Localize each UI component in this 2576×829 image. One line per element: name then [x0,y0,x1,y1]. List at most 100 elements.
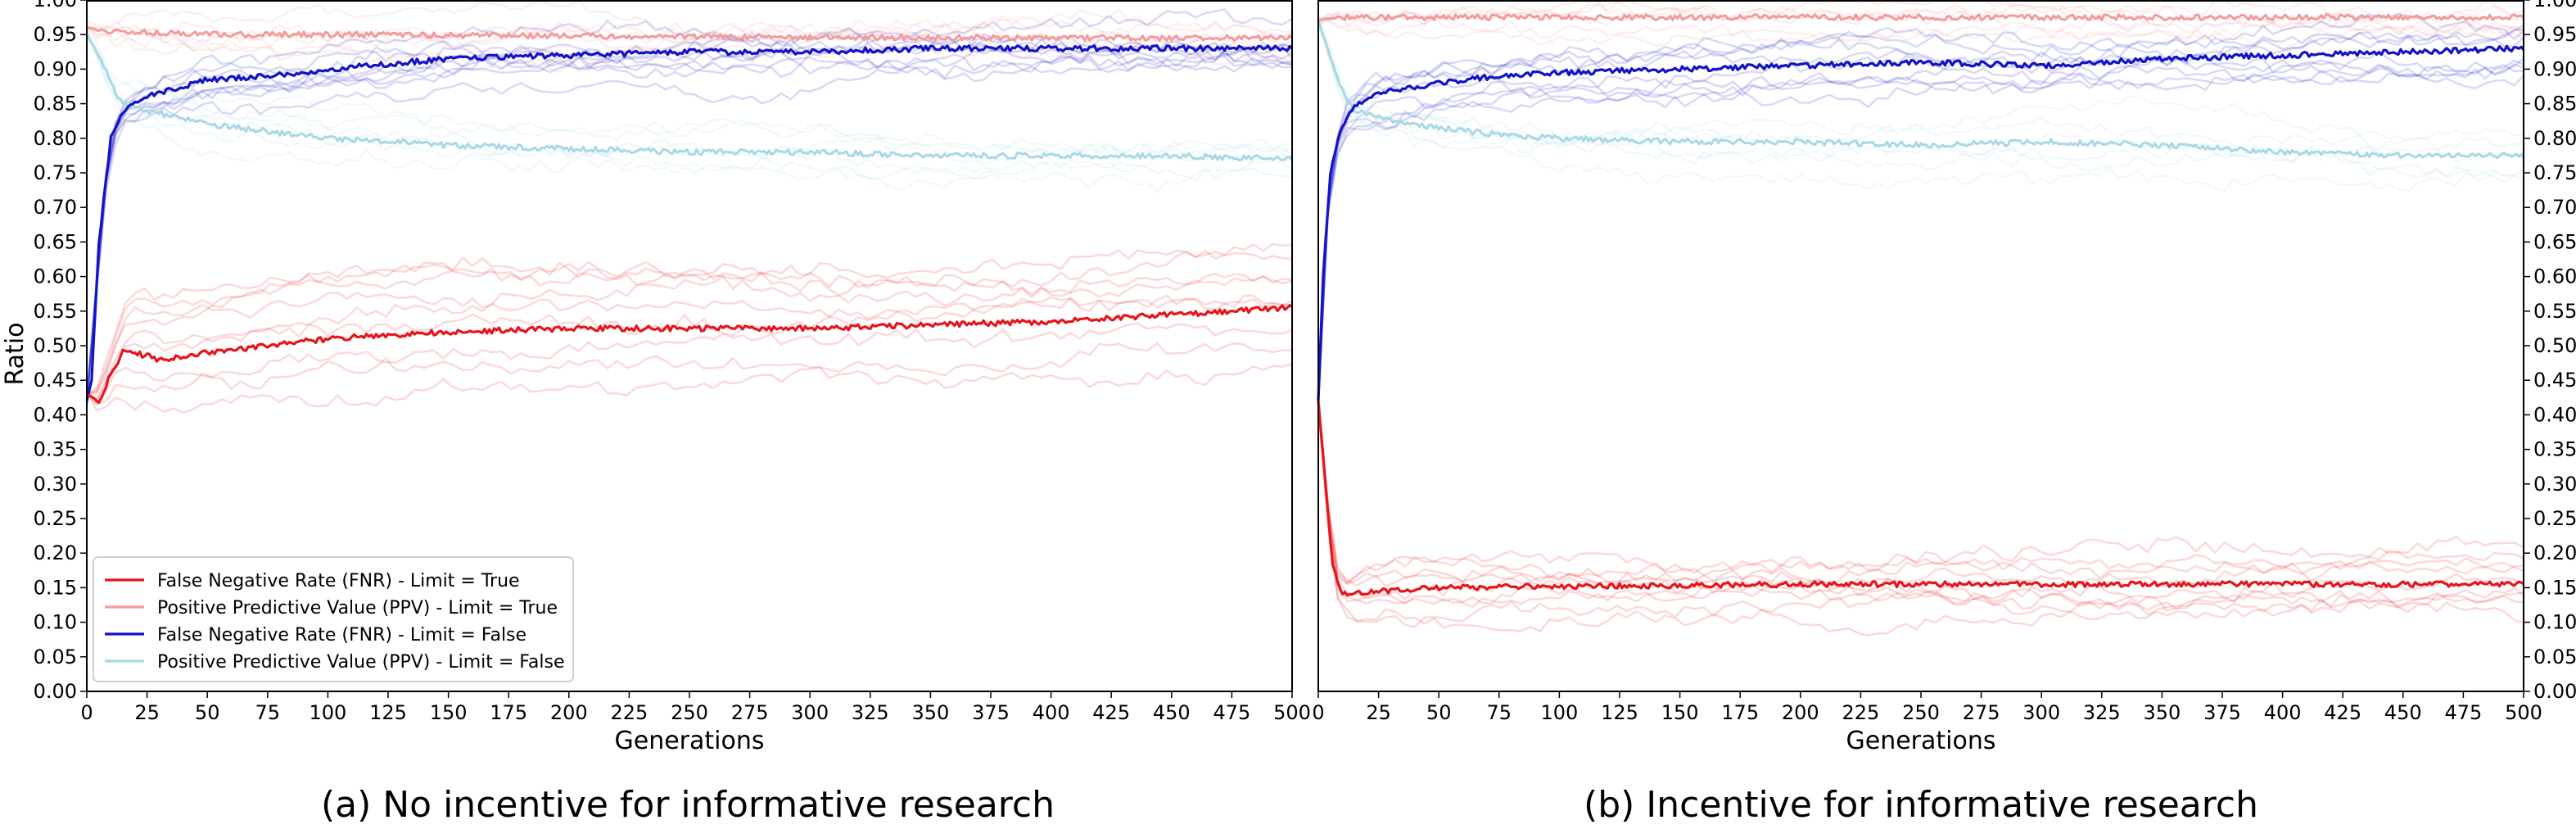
caption-a: (a) No incentive for informative researc… [321,784,1055,826]
legend-item-label: Positive Predictive Value (PPV) - Limit … [157,598,558,618]
replicate-run-line [1317,395,2524,612]
y-tick-label: 0.35 [2533,438,2576,461]
replicate-run-line [1317,53,2524,400]
replicate-run-line [1317,29,2524,402]
y-tick-label: 0.85 [2533,93,2576,116]
replicate-run-line [86,274,1293,396]
x-tick-label: 175 [490,701,527,724]
y-tick-label: 0.80 [34,127,77,150]
y-tick-label: 0.75 [2533,161,2576,184]
y-tick-label: 0.40 [34,403,77,426]
replicate-run-line [1317,57,2524,396]
y-tick-label: 0.65 [34,230,77,253]
replicate-run-line [1317,20,2524,152]
y-tick-label: 0.30 [34,473,77,496]
legend-item-label: False Negative Rate (FNR) - Limit = True [157,571,520,591]
x-tick-label: 50 [1426,701,1452,724]
replicate-run-line [86,37,1293,191]
y-tick-label: 0.95 [2533,23,2576,46]
x-tick-label: 125 [1601,701,1638,724]
series-line-ppv-limit-true [86,26,1293,43]
y-tick-label: 0.00 [2533,680,2576,703]
x-axis-label: Generations [1846,727,1996,755]
replicate-run-line [1317,61,2524,402]
replicate-run-line [86,34,1293,159]
legend-box [93,556,574,682]
replicate-run-line [86,0,1293,39]
replicate-run-line [1317,24,2524,404]
x-tick-label: 475 [1213,701,1250,724]
replicate-run-line [85,49,1293,398]
x-tick-label: 325 [852,701,889,724]
replicate-run-line [1317,400,2524,588]
replicate-run-line [86,249,1293,396]
x-tick-label: 275 [731,701,769,724]
replicate-run-line [1317,407,2524,628]
y-tick-label: 0.50 [34,334,77,357]
replicate-run-line [85,34,1293,181]
replicate-run-line [85,35,1293,408]
x-tick-label: 100 [309,701,346,724]
series-line-fnr-limit-false [85,44,1294,401]
replicate-run-line [85,40,1293,405]
x-tick-label: 400 [1033,701,1070,724]
replicate-run-line [1317,396,2524,589]
replicate-run-line [86,322,1293,406]
x-tick-label: 150 [1661,701,1699,724]
y-tick-label: 0.10 [2533,611,2576,634]
y-axis-label: Ratio [1,322,29,385]
y-tick-label: 0.15 [2533,576,2576,599]
x-tick-label: 200 [550,701,588,724]
x-tick-label: 25 [1366,701,1391,724]
y-tick-label: 0.45 [34,369,77,392]
caption-b: (b) Incentive for informative research [1584,784,2258,826]
replicate-run-line [86,294,1293,403]
y-tick-label: 0.25 [34,507,77,530]
panel-a-chart: 0.00 0.05 0.10 0.15 0.20 0.25 0.30 0.35 0.40 0.45… [1,0,1311,755]
replicate-run-line [86,24,1293,59]
x-tick-label: 450 [1153,701,1191,724]
y-tick-label: 0.70 [2533,196,2576,219]
plot-area [1318,0,2524,691]
replicate-run-line [1317,22,2524,193]
x-tick-label: 50 [195,701,220,724]
y-tick-label: 0.95 [34,23,77,46]
x-tick-label: 200 [1782,701,1819,724]
x-tick-label: 150 [430,701,468,724]
replicate-run-line [1317,12,2524,396]
replicate-run-line [86,242,1293,395]
x-tick-label: 25 [134,701,160,724]
x-tick-label: 500 [1273,701,1311,724]
x-tick-label: 275 [1963,701,2000,724]
y-tick-label: 0.50 [2533,334,2576,357]
replicate-run-line [1317,30,2524,405]
x-tick-label: 0 [1312,701,1324,724]
x-tick-label: 400 [2264,701,2302,724]
y-tick-label: 0.55 [34,300,77,323]
replicate-run-line [85,8,1293,405]
y-tick-label: 0.20 [34,541,77,564]
replicate-run-line [86,296,1293,403]
y-tick-label: 0.60 [2533,265,2576,288]
series-line-fnr-limit-true [1317,401,2524,597]
x-tick-label: 75 [1487,701,1512,724]
series-line-ppv-limit-false [1317,20,2525,160]
y-tick-label: 0.05 [2533,646,2576,668]
replicate-run-line [1317,402,2524,605]
x-axis-label: Generations [615,727,765,755]
y-tick-label: 0.65 [2533,230,2576,253]
y-tick-label: 0.70 [34,196,77,219]
x-tick-label: 425 [1092,701,1130,724]
y-tick-label: 0.90 [2533,57,2576,80]
replicate-run-line [85,30,1293,158]
x-tick-label: 375 [972,701,1010,724]
x-tick-label: 300 [2022,701,2060,724]
y-tick-label: 0.15 [34,576,77,599]
replicate-run-line [85,56,1293,397]
x-tick-label: 225 [1842,701,1879,724]
x-tick-label: 325 [2083,701,2121,724]
replicate-run-line [85,36,1293,405]
legend-item-label: Positive Predictive Value (PPV) - Limit … [157,652,565,673]
x-tick-label: 175 [1721,701,1759,724]
